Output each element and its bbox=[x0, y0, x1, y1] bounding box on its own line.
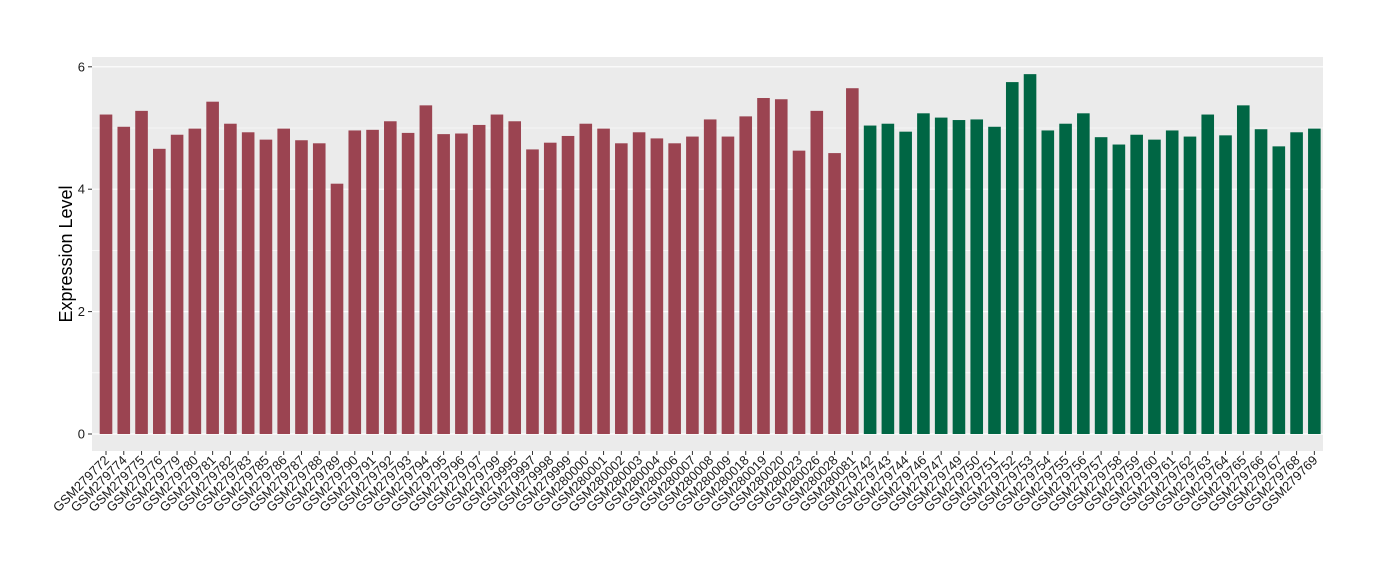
y-tick-label: 6 bbox=[78, 59, 85, 74]
bar-GSM279792 bbox=[384, 121, 397, 434]
bar-GSM280002 bbox=[615, 143, 628, 435]
bar-GSM279752 bbox=[1005, 82, 1019, 434]
bar-GSM280008 bbox=[703, 119, 717, 434]
bar-GSM279757 bbox=[1094, 137, 1108, 434]
bar-GSM279787 bbox=[295, 140, 308, 435]
bar-GSM279749 bbox=[952, 120, 966, 434]
bar-GSM279783 bbox=[241, 132, 255, 434]
bar-GSM279768 bbox=[1290, 132, 1303, 434]
bar-GSM279793 bbox=[401, 132, 415, 434]
bar-GSM279786 bbox=[277, 128, 290, 434]
bar-GSM279788 bbox=[312, 143, 326, 435]
bar-GSM279789 bbox=[330, 183, 344, 434]
bar-GSM279779 bbox=[170, 134, 184, 434]
bar-GSM279767 bbox=[1272, 146, 1286, 435]
bar-GSM279790 bbox=[348, 130, 362, 434]
bar-GSM280018 bbox=[739, 116, 753, 434]
bar-GSM279747 bbox=[934, 117, 948, 434]
bar-GSM279750 bbox=[970, 119, 984, 434]
bar-GSM280023 bbox=[792, 150, 806, 435]
bar-GSM279794 bbox=[419, 105, 433, 434]
bar-GSM280028 bbox=[828, 153, 841, 435]
bar-GSM279999 bbox=[561, 135, 575, 434]
bar-GSM279765 bbox=[1236, 105, 1250, 434]
bar-GSM280004 bbox=[650, 138, 664, 435]
bar-GSM280009 bbox=[721, 136, 735, 434]
bar-GSM279795 bbox=[437, 134, 450, 434]
bar-GSM280006 bbox=[668, 143, 681, 435]
bars bbox=[99, 74, 1321, 435]
bar-GSM279997 bbox=[526, 149, 539, 435]
bar-GSM279753 bbox=[1023, 74, 1037, 435]
bar-GSM280000 bbox=[579, 123, 593, 434]
bar-GSM279796 bbox=[455, 133, 468, 434]
bar-GSM280020 bbox=[774, 99, 788, 435]
bar-GSM279743 bbox=[881, 123, 895, 434]
bar-GSM279782 bbox=[224, 123, 237, 434]
bar-GSM279772 bbox=[99, 114, 113, 434]
bar-GSM279776 bbox=[153, 148, 166, 435]
bar-GSM279754 bbox=[1041, 130, 1055, 434]
bar-GSM279998 bbox=[543, 142, 557, 435]
bar-GSM279751 bbox=[988, 126, 1001, 434]
bar-GSM280001 bbox=[597, 128, 610, 434]
bar-GSM279791 bbox=[366, 129, 379, 434]
bar-GSM279759 bbox=[1130, 134, 1143, 434]
bar-GSM279766 bbox=[1254, 129, 1268, 434]
bar-GSM280019 bbox=[757, 98, 770, 435]
bar-GSM279761 bbox=[1165, 130, 1179, 434]
bar-GSM279744 bbox=[899, 131, 912, 434]
bar-GSM279775 bbox=[135, 110, 148, 434]
bar-GSM279781 bbox=[206, 101, 219, 435]
bar-GSM279785 bbox=[259, 139, 273, 435]
bar-GSM280026 bbox=[810, 110, 824, 434]
y-tick-label: 4 bbox=[78, 182, 85, 197]
x-axis: GSM279772GSM279774GSM279775GSM279776GSM2… bbox=[50, 451, 1320, 515]
bar-GSM280003 bbox=[632, 132, 646, 434]
y-tick-label: 2 bbox=[78, 304, 85, 319]
bar-GSM279763 bbox=[1201, 114, 1215, 434]
y-tick-label: 0 bbox=[78, 427, 85, 442]
bar-GSM279742 bbox=[863, 125, 877, 434]
bar-GSM280081 bbox=[846, 88, 859, 434]
bar-GSM279799 bbox=[490, 114, 504, 434]
bar-GSM279762 bbox=[1183, 136, 1197, 434]
bar-GSM279764 bbox=[1219, 135, 1232, 434]
bar-GSM279995 bbox=[508, 121, 522, 434]
bar-GSM279774 bbox=[117, 126, 131, 434]
bar-GSM279780 bbox=[188, 128, 202, 434]
bar-GSM279755 bbox=[1059, 123, 1072, 434]
y-axis-label: Expression Level bbox=[56, 185, 76, 322]
bar-GSM280007 bbox=[686, 136, 699, 434]
bar-GSM279746 bbox=[917, 113, 930, 434]
bar-GSM279769 bbox=[1308, 128, 1321, 434]
bar-GSM279756 bbox=[1077, 113, 1090, 434]
y-axis: 0 2 4 6 bbox=[78, 59, 92, 442]
bar-GSM279758 bbox=[1112, 144, 1126, 435]
bar-GSM279797 bbox=[472, 124, 486, 434]
bar-GSM279760 bbox=[1148, 139, 1161, 435]
